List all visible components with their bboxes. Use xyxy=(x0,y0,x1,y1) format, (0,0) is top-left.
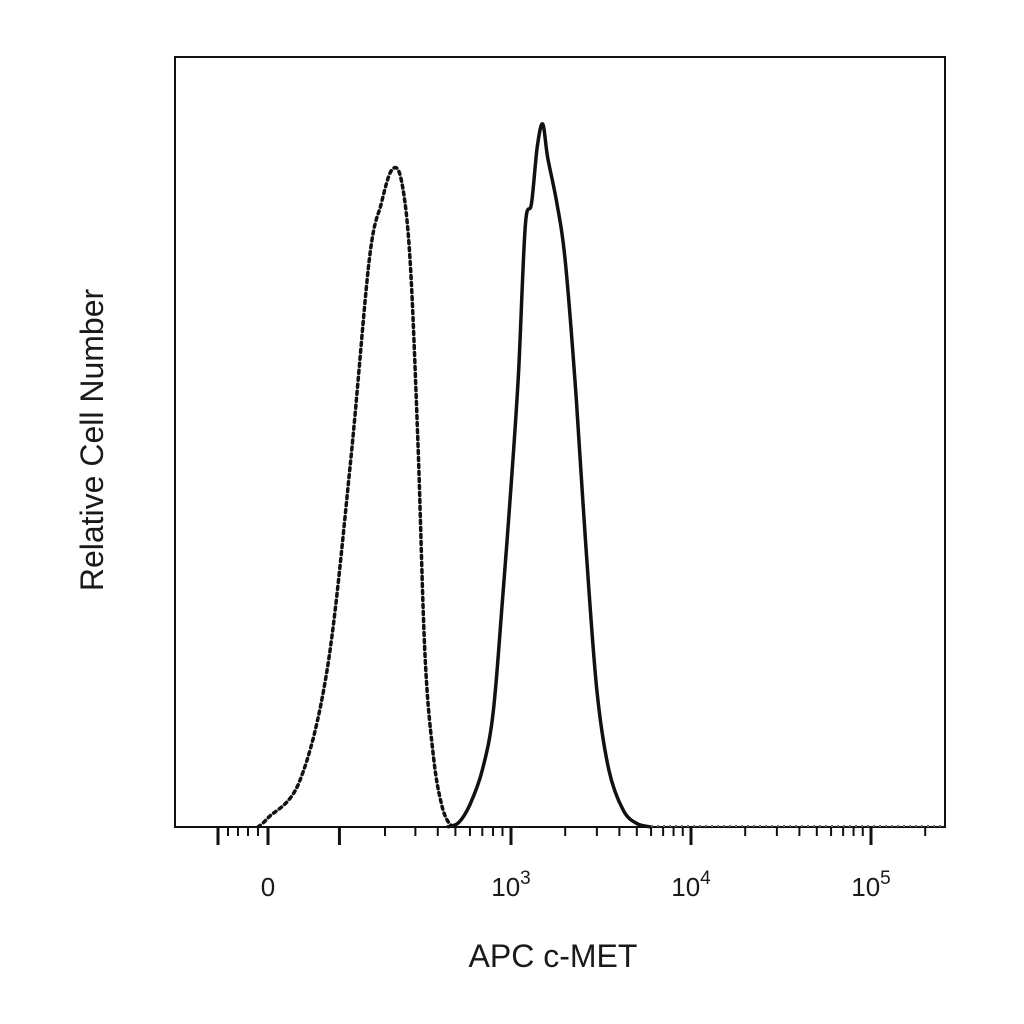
series-stained xyxy=(446,122,652,829)
plot-frame xyxy=(174,56,946,828)
x-tick-label: 103 xyxy=(491,868,531,902)
x-minor-ticks xyxy=(217,827,927,836)
x-major-ticks xyxy=(216,827,873,845)
x-tick-label: 0 xyxy=(261,872,275,902)
x-axis-label: APC c-MET xyxy=(469,938,638,974)
x-tick-label: 105 xyxy=(851,868,891,902)
series-layer xyxy=(256,122,945,829)
series-isotype-control xyxy=(256,165,458,829)
y-axis-label: Relative Cell Number xyxy=(74,288,110,591)
x-tick-label: 104 xyxy=(671,868,711,902)
x-tick-labels: 0 103 104 105 xyxy=(261,868,891,902)
